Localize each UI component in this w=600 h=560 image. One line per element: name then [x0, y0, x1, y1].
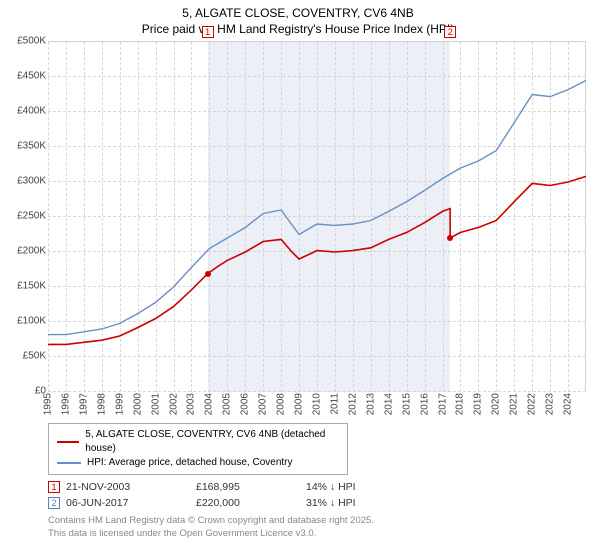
transaction-hpi-diff: 14% ↓ HPI: [306, 481, 416, 493]
x-tick-label: 1999: [114, 393, 125, 415]
x-tick-label: 1996: [60, 393, 71, 415]
transaction-price: £220,000: [196, 497, 306, 509]
y-tick-label: £200K: [17, 246, 46, 257]
y-tick-label: £500K: [17, 36, 46, 47]
transaction-date: 21-NOV-2003: [66, 481, 196, 493]
x-tick-label: 2014: [383, 393, 394, 415]
x-tick-label: 2018: [455, 393, 466, 415]
x-tick-label: 2019: [473, 393, 484, 415]
y-axis: £0£50K£100K£150K£200K£250K£300K£350K£400…: [6, 41, 48, 391]
sale-marker-2: 2: [444, 26, 456, 38]
x-tick-label: 2002: [168, 393, 179, 415]
x-tick-label: 2008: [276, 393, 287, 415]
x-tick-label: 2004: [204, 393, 215, 415]
x-tick-label: 2000: [132, 393, 143, 415]
chart-area: £0£50K£100K£150K£200K£250K£300K£350K£400…: [6, 41, 590, 421]
legend-item: HPI: Average price, detached house, Cove…: [57, 456, 339, 470]
legend: 5, ALGATE CLOSE, COVENTRY, CV6 4NB (deta…: [48, 423, 348, 475]
y-tick-label: £450K: [17, 71, 46, 82]
y-tick-label: £100K: [17, 316, 46, 327]
legend-label: HPI: Average price, detached house, Cove…: [87, 456, 293, 470]
transaction-marker: 2: [48, 497, 60, 509]
line-chart-svg: [48, 42, 586, 392]
title-address: 5, ALGATE CLOSE, COVENTRY, CV6 4NB: [6, 6, 590, 22]
series-line: [48, 81, 586, 335]
y-tick-label: £350K: [17, 141, 46, 152]
x-tick-label: 2003: [186, 393, 197, 415]
chart-container: 5, ALGATE CLOSE, COVENTRY, CV6 4NB Price…: [0, 0, 600, 560]
x-axis: 1995199619971998199920002001200220032004…: [48, 391, 586, 421]
transaction-hpi-diff: 31% ↓ HPI: [306, 497, 416, 509]
y-tick-label: £300K: [17, 176, 46, 187]
x-tick-label: 2011: [329, 393, 340, 415]
x-tick-label: 2012: [347, 393, 358, 415]
transactions-table: 1 21-NOV-2003£168,99514% ↓ HPI 2 06-JUN-201…: [48, 479, 590, 511]
transaction-row: 2 06-JUN-2017£220,00031% ↓ HPI: [48, 495, 590, 511]
transaction-marker: 1: [48, 481, 60, 493]
x-tick-label: 2016: [419, 393, 430, 415]
legend-swatch: [57, 462, 81, 464]
x-tick-label: 2005: [222, 393, 233, 415]
x-tick-label: 2013: [365, 393, 376, 415]
x-tick-label: 2022: [527, 393, 538, 415]
y-tick-label: £250K: [17, 211, 46, 222]
x-tick-label: 1998: [96, 393, 107, 415]
chart-title: 5, ALGATE CLOSE, COVENTRY, CV6 4NB Price…: [6, 6, 590, 37]
sale-marker-1: 1: [202, 26, 214, 38]
x-tick-label: 1995: [43, 393, 54, 415]
x-tick-label: 2020: [491, 393, 502, 415]
footer-line2: This data is licensed under the Open Gov…: [48, 528, 590, 540]
y-tick-label: £50K: [23, 351, 46, 362]
transaction-row: 1 21-NOV-2003£168,99514% ↓ HPI: [48, 479, 590, 495]
transaction-price: £168,995: [196, 481, 306, 493]
x-tick-label: 1997: [78, 393, 89, 415]
x-tick-label: 2015: [401, 393, 412, 415]
x-tick-label: 2021: [509, 393, 520, 415]
legend-swatch: [57, 441, 79, 443]
x-tick-label: 2009: [294, 393, 305, 415]
footer-attribution: Contains HM Land Registry data © Crown c…: [48, 515, 590, 540]
plot-area: 12: [48, 41, 586, 391]
sale-point-dot: [447, 235, 453, 241]
legend-label: 5, ALGATE CLOSE, COVENTRY, CV6 4NB (deta…: [85, 428, 339, 456]
sale-point-dot: [205, 271, 211, 277]
x-tick-label: 2010: [312, 393, 323, 415]
y-tick-label: £150K: [17, 281, 46, 292]
legend-item: 5, ALGATE CLOSE, COVENTRY, CV6 4NB (deta…: [57, 428, 339, 456]
x-tick-label: 2001: [150, 393, 161, 415]
transaction-date: 06-JUN-2017: [66, 497, 196, 509]
x-tick-label: 2017: [437, 393, 448, 415]
x-tick-label: 2023: [545, 393, 556, 415]
footer-line1: Contains HM Land Registry data © Crown c…: [48, 515, 590, 527]
x-tick-label: 2007: [258, 393, 269, 415]
x-tick-label: 2006: [240, 393, 251, 415]
title-subtitle: Price paid vs. HM Land Registry's House …: [6, 22, 590, 38]
y-tick-label: £400K: [17, 106, 46, 117]
x-tick-label: 2024: [563, 393, 574, 415]
